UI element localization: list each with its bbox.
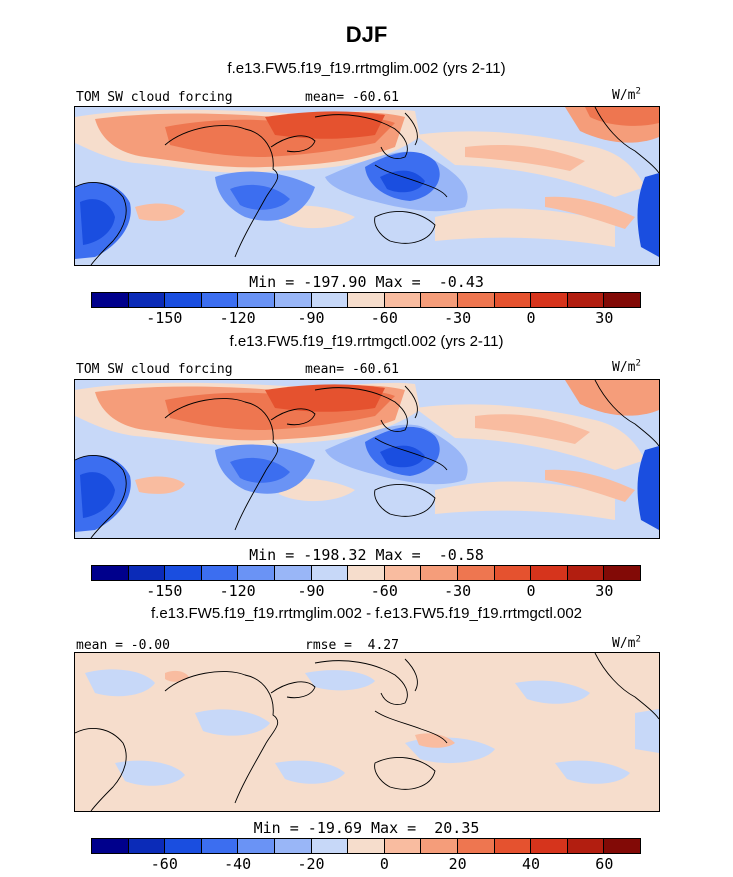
colorbar-swatch: [531, 566, 568, 580]
colorbar-tick-label: 30: [595, 582, 614, 600]
colorbar-swatch: [92, 566, 129, 580]
colorbar-swatch: [238, 566, 275, 580]
colorbar-swatch: [384, 839, 422, 853]
colorbar-tick-label: 0: [526, 309, 536, 327]
colorbar-swatch: [128, 566, 166, 580]
colorbar-swatch: [238, 293, 275, 307]
panel-3-units-label: W/m2: [612, 634, 641, 651]
colorbar-tick-label: -90: [297, 582, 325, 600]
colorbar-tick-label: 0: [526, 582, 536, 600]
colorbar-swatch: [604, 293, 640, 307]
colorbar-swatch: [274, 293, 312, 307]
colorbar-swatch: [567, 839, 605, 853]
colorbar-swatch: [531, 839, 568, 853]
panel-3-colorbar-ticks: -60 -40 -20 0 20 40 60: [91, 855, 641, 875]
colorbar-swatch: [238, 839, 275, 853]
panel-1-map: [74, 106, 660, 266]
colorbar-swatch: [128, 293, 166, 307]
colorbar-swatch: [201, 839, 239, 853]
colorbar-swatch: [604, 839, 640, 853]
colorbar-swatch: [457, 293, 495, 307]
colorbar-swatch: [274, 566, 312, 580]
colorbar-swatch: [201, 293, 239, 307]
colorbar-tick-label: -90: [297, 309, 325, 327]
figure-title: DJF: [345, 22, 388, 47]
colorbar-tick-label: -30: [444, 582, 472, 600]
colorbar-swatch: [421, 839, 458, 853]
panel-2-minmax: Min = -198.32 Max = -0.58: [249, 546, 484, 564]
colorbar-swatch: [92, 839, 129, 853]
colorbar-tick-label: 60: [595, 855, 614, 873]
colorbar-swatch: [274, 839, 312, 853]
colorbar-swatch: [128, 839, 166, 853]
colorbar-swatch: [165, 293, 202, 307]
colorbar-swatch: [494, 566, 532, 580]
colorbar-swatch: [165, 839, 202, 853]
panel-1-minmax: Min = -197.90 Max = -0.43: [249, 273, 484, 291]
colorbar-swatch: [494, 839, 532, 853]
colorbar-tick-label: -60: [150, 855, 178, 873]
panel-3-case-title: f.e13.FW5.f19_f19.rrtmglim.002 - f.e13.F…: [150, 605, 582, 622]
colorbar-tick-label: -60: [370, 309, 398, 327]
colorbar-tick-label: 20: [448, 855, 467, 873]
panel-2-map: [74, 379, 660, 539]
colorbar-swatch: [567, 566, 605, 580]
colorbar-swatch: [165, 566, 202, 580]
panel-2-case-title: f.e13.FW5.f19_f19.rrtmgctl.002 (yrs 2-11…: [229, 333, 504, 350]
colorbar-tick-label: -30: [444, 309, 472, 327]
panel-3-minmax: Min = -19.69 Max = 20.35: [253, 819, 480, 837]
colorbar-tick-label: -150: [146, 582, 183, 600]
colorbar-swatch: [311, 566, 349, 580]
colorbar-swatch: [92, 293, 129, 307]
colorbar-tick-label: -40: [224, 855, 252, 873]
panel-1-units-label: W/m2: [612, 86, 641, 103]
panel-2-mean-label: mean= -60.61: [305, 362, 399, 377]
colorbar-swatch: [567, 293, 605, 307]
colorbar-tick-label: -150: [146, 309, 183, 327]
colorbar-swatch: [311, 839, 349, 853]
colorbar-swatch: [421, 293, 458, 307]
panel-3-colorbar: [91, 838, 641, 854]
colorbar-swatch: [348, 293, 385, 307]
colorbar-swatch: [348, 839, 385, 853]
colorbar-tick-label: -20: [297, 855, 325, 873]
colorbar-swatch: [457, 566, 495, 580]
colorbar-tick-label: 0: [379, 855, 389, 873]
colorbar-swatch: [531, 293, 568, 307]
colorbar-tick-label: 30: [595, 309, 614, 327]
colorbar-swatch: [604, 566, 640, 580]
panel-2-colorbar-ticks: -150 -120 -90 -60 -30 0 30: [91, 582, 641, 602]
colorbar-swatch: [494, 293, 532, 307]
colorbar-swatch: [348, 566, 385, 580]
panel-1-colorbar-ticks: -150 -120 -90 -60 -30 0 30: [91, 309, 641, 329]
colorbar-swatch: [201, 566, 239, 580]
colorbar-swatch: [421, 566, 458, 580]
colorbar-tick-label: -120: [219, 582, 256, 600]
colorbar-tick-label: 40: [521, 855, 541, 873]
panel-2-units-label: W/m2: [612, 358, 641, 375]
colorbar-tick-label: -60: [370, 582, 398, 600]
colorbar-swatch: [311, 293, 349, 307]
panel-2-variable-label: TOM SW cloud forcing: [76, 362, 233, 377]
colorbar-swatch: [384, 566, 422, 580]
panel-3-mean-label: mean = -0.00: [76, 638, 170, 653]
panel-3-map: [74, 652, 660, 812]
colorbar-swatch: [457, 839, 495, 853]
panel-2-colorbar: [91, 565, 641, 581]
panel-1-variable-label: TOM SW cloud forcing: [76, 90, 233, 105]
colorbar-tick-label: -120: [219, 309, 256, 327]
panel-1-case-title: f.e13.FW5.f19_f19.rrtmglim.002 (yrs 2-11…: [227, 60, 506, 77]
panel-1-mean-label: mean= -60.61: [305, 90, 399, 105]
colorbar-swatch: [384, 293, 422, 307]
panel-3-rmse-label: rmse = 4.27: [305, 638, 399, 653]
panel-1-colorbar: [91, 292, 641, 308]
